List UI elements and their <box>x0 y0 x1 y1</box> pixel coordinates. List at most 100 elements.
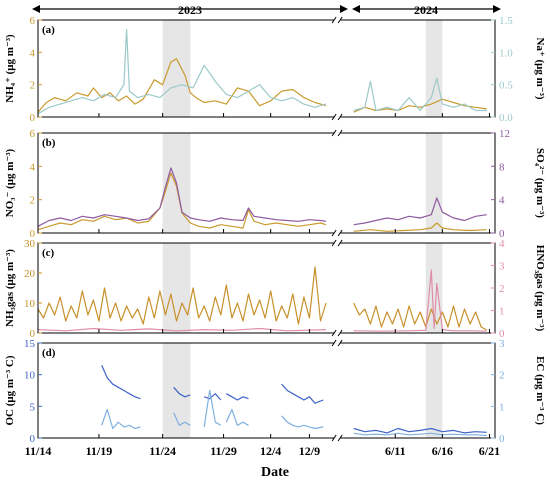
year-label-2024: 2024 <box>414 3 438 17</box>
series-line-left-5 <box>353 427 487 434</box>
y-tick-label-left: 5 <box>30 401 36 413</box>
x-tick-label-2023: 11/19 <box>86 444 113 458</box>
y-tick-label-left: 0 <box>30 433 36 445</box>
series-line-left-4 <box>281 383 324 404</box>
series-line-left-0 <box>101 364 141 400</box>
y-axis-title-left: NH₃gas (μg m⁻³) <box>4 249 16 327</box>
panel-2: 0 10 20 30 0 1 2 3 4 (c) NH₃gas (μg m⁻³) HNO₃gas (μ… <box>4 238 546 340</box>
x-tick-label-2024: 6/21 <box>479 444 500 458</box>
axis-break-mark <box>337 239 343 247</box>
y-tick-label-right: 2 <box>499 370 505 382</box>
axis-break-mark <box>337 129 343 137</box>
x-tick-label-2023: 11/14 <box>25 444 52 458</box>
series-line-right-1 <box>353 269 487 332</box>
series-line-left-1 <box>353 302 487 331</box>
shade-band-2024 <box>425 243 443 333</box>
axis-break-bottom-mask <box>334 331 341 335</box>
series-line-right-0 <box>37 29 327 115</box>
year-label-2023: 2023 <box>178 3 202 17</box>
axis-break-top-mask <box>334 341 341 345</box>
series-line-left-1 <box>173 386 191 398</box>
y-tick-label-left: 20 <box>24 268 36 280</box>
axis-break-mark <box>331 339 337 347</box>
axis-break-bottom-mask <box>334 436 341 440</box>
y-tick-label-left: 0 <box>30 228 36 240</box>
x-tick-label-2023: 12/4 <box>260 444 281 458</box>
y-tick-label-left: 0 <box>30 112 36 124</box>
axis-break-mark <box>337 434 343 442</box>
y-tick-label-right: 12 <box>499 128 510 140</box>
x-tick-label-2023: 11/29 <box>210 444 237 458</box>
axis-break-mark <box>331 129 337 137</box>
year-header-2023: 2023 <box>32 3 348 17</box>
y-tick-label-left: 30 <box>24 238 36 250</box>
y-tick-label-left: 2 <box>30 80 36 92</box>
axis-break-mark <box>331 329 337 337</box>
y-tick-label-right: 0.5 <box>499 80 513 92</box>
y-tick-label-left: 2 <box>30 195 36 207</box>
axis-break-top-mask <box>334 241 341 245</box>
series-line-left-3 <box>226 393 249 401</box>
y-axis-title-left: OC (μg m⁻³ C) <box>4 355 16 425</box>
y-tick-label-right: 0 <box>499 228 505 240</box>
plot-frame <box>37 132 496 234</box>
y-tick-label-right: 3 <box>499 261 505 273</box>
series-line-left-1 <box>353 222 487 232</box>
series-line-right-0 <box>37 167 327 227</box>
series-line-right-4 <box>281 415 324 430</box>
y-tick-label-right: 1.5 <box>499 15 513 27</box>
series-line-right-5 <box>353 432 487 437</box>
y-tick-label-right: 4 <box>499 238 505 250</box>
series-line-left-0 <box>37 172 327 231</box>
y-tick-label-left: 15 <box>24 338 36 350</box>
y-axis-title-right: HNO₃gas (μg m⁻³) <box>534 245 546 332</box>
axis-break-mark <box>337 339 343 347</box>
y-tick-label-left: 4 <box>30 47 36 59</box>
axis-break-bottom-mask <box>334 115 341 119</box>
y-axis-title-right: EC (μg m⁻³ C) <box>534 356 546 425</box>
y-tick-label-right: 4 <box>499 195 505 207</box>
y-tick-label-right: 0 <box>499 328 505 340</box>
y-tick-label-right: 8 <box>499 161 505 173</box>
y-tick-label-right: 3 <box>499 338 505 350</box>
axis-break-mark <box>337 113 343 121</box>
y-tick-label-right: 1 <box>499 401 505 413</box>
y-tick-label-left: 6 <box>30 15 36 27</box>
series-line-right-2 <box>203 389 222 427</box>
y-tick-label-left: 4 <box>30 161 36 173</box>
axis-break-mark <box>331 239 337 247</box>
x-tick-label-2023: 12/9 <box>299 444 320 458</box>
series-line-right-1 <box>353 77 487 112</box>
axis-break-mark <box>337 229 343 237</box>
shade-band-2024 <box>425 343 443 438</box>
year-header-2024: 2024 <box>352 3 501 17</box>
axis-break-mark <box>337 16 343 24</box>
panel-label: (c) <box>42 247 55 259</box>
panel-1: 0 2 4 6 0 4 8 12 (b) NO₃⁻ (μg m⁻³) SO₄²⁻ (μg m⁻³) <box>4 128 546 240</box>
y-tick-label-left: 10 <box>24 370 36 382</box>
series-line-right-1 <box>353 197 487 226</box>
plot-frame <box>37 342 496 439</box>
panel-3: 0 5 10 15 0 1 2 3 (d) OC (μg m⁻³ C) EC (μg m⁻³ C) <box>4 338 546 445</box>
series-line-right-0 <box>37 327 327 332</box>
x-tick-label-2023: 11/24 <box>149 444 176 458</box>
shade-band-2023 <box>162 20 191 117</box>
series-line-left-0 <box>37 58 327 113</box>
y-axis-title-right: SO₄²⁻ (μg m⁻³) <box>534 148 546 218</box>
y-tick-label-left: 6 <box>30 128 36 140</box>
axis-break-mark <box>331 113 337 121</box>
y-axis-title-right: Na⁺ (μg m⁻³) <box>534 37 546 99</box>
x-tick-label-2024: 6/16 <box>432 444 453 458</box>
y-tick-label-right: 1.0 <box>499 47 513 59</box>
y-tick-label-left: 0 <box>30 328 36 340</box>
y-tick-label-left: 10 <box>24 298 36 310</box>
y-tick-label-right: 0.0 <box>499 112 513 124</box>
shade-band-2024 <box>425 133 443 233</box>
series-line-right-1 <box>173 412 191 426</box>
y-axis-title-left: NH₄⁺ (μg m⁻³) <box>4 34 16 103</box>
axis-break-mark <box>337 329 343 337</box>
x-tick-label-2024: 6/11 <box>385 444 406 458</box>
axis-break-mark <box>331 16 337 24</box>
panel-label: (a) <box>42 24 55 36</box>
